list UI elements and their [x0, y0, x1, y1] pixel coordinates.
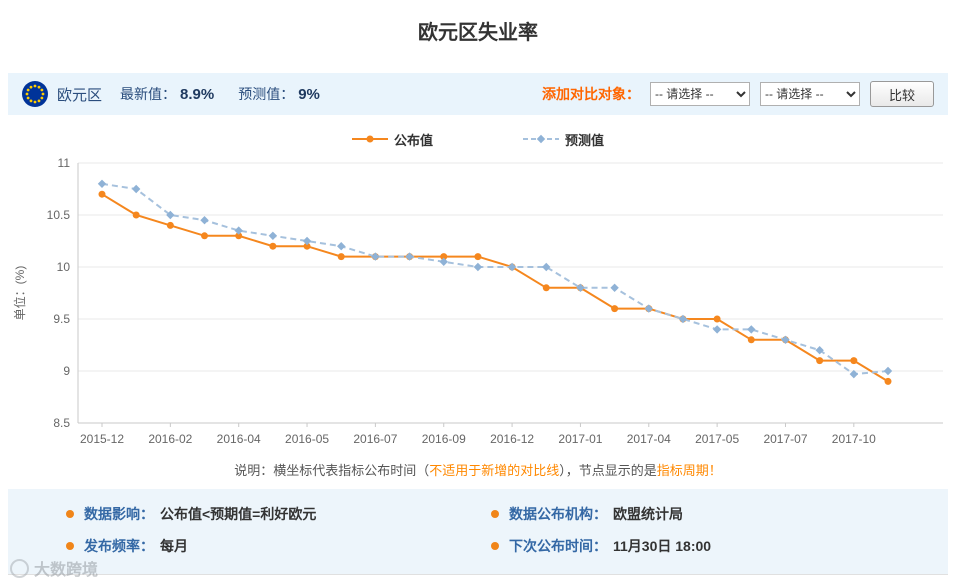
svg-text:10.5: 10.5 [47, 208, 71, 222]
watermark: 大数跨境 [10, 556, 98, 580]
svg-text:2016-02: 2016-02 [148, 432, 192, 446]
header-bar: 欧元区 最新值： 8.9% 预测值： 9% 添加对比对象： -- 请选择 -- --… [8, 73, 948, 115]
forecast-label: 预测值： [238, 86, 295, 102]
info-label: 发布频率： [84, 538, 154, 554]
note-segment-highlight: 不适用于新增的对比线 [429, 463, 560, 478]
latest-label: 最新值： [120, 86, 177, 102]
svg-text:2017-01: 2017-01 [558, 432, 602, 446]
compare-controls: 添加对比对象： -- 请选择 -- -- 请选择 -- 比较 [542, 81, 934, 107]
compare-label: 添加对比对象： [541, 86, 640, 102]
legend-swatch-forecast-icon [523, 134, 559, 144]
info-item-impact: 数据影响： 公布值<预期值=利好欧元 [66, 504, 491, 524]
info-value: 公布值<预期值=利好欧元 [160, 506, 317, 522]
eu-flag-icon [22, 81, 48, 107]
info-value: 每月 [160, 538, 188, 554]
legend-label-published: 公布值 [393, 132, 433, 148]
compare-button[interactable]: 比较 [869, 81, 934, 107]
chart-canvas: 11 10.5 10 9.5 9 8.5 单位：(%) 2015-12 2016-02 2016-… [12, 156, 943, 446]
bullet-icon [66, 510, 74, 518]
bullet-icon [491, 510, 499, 518]
chart-note: 说明：横坐标代表指标公布时间（不适用于新增的对比线），节点显示的是指标周期！ [8, 460, 948, 479]
svg-text:2017-04: 2017-04 [627, 432, 671, 446]
forecast-stat: 预测值： 9% [238, 84, 320, 104]
svg-text:2016-04: 2016-04 [217, 432, 261, 446]
chart-panel: 公布值 预测值 11 10.5 10 9.5 9 8.5 单位：(%) 2015-12 2016… [8, 115, 948, 479]
bullet-icon [66, 542, 74, 550]
note-segment-highlight: 指标周期！ [656, 463, 722, 478]
watermark-logo-icon [10, 558, 29, 578]
region-name: 欧元区 [57, 86, 103, 104]
info-panel: 数据影响： 公布值<预期值=利好欧元 数据公布机构： 欧盟统计局 发布频率： 每… [8, 489, 948, 575]
svg-text:2016-07: 2016-07 [353, 432, 397, 446]
chart-legend: 公布值 预测值 [8, 127, 948, 151]
svg-text:2017-05: 2017-05 [695, 432, 739, 446]
svg-text:单位：(%): 单位：(%) [12, 266, 27, 321]
info-label: 数据影响： [84, 506, 154, 522]
svg-text:2017-07: 2017-07 [763, 432, 807, 446]
info-label: 下次公布时间： [509, 538, 607, 554]
svg-text:2016-09: 2016-09 [422, 432, 466, 446]
latest-stat: 最新值： 8.9% [120, 84, 214, 104]
legend-label-forecast: 预测值 [565, 132, 605, 148]
legend-item-forecast[interactable]: 预测值 [523, 130, 604, 149]
info-label: 数据公布机构： [509, 506, 607, 522]
forecast-value: 9% [298, 86, 320, 103]
svg-text:9.5: 9.5 [53, 312, 70, 326]
info-item-next-release: 下次公布时间： 11月30日 18:00 [491, 536, 948, 556]
svg-text:2015-12: 2015-12 [80, 432, 124, 446]
compare-select-2[interactable]: -- 请选择 -- [759, 82, 860, 106]
svg-text:10: 10 [57, 260, 71, 274]
note-segment: ），节点显示的是 [559, 463, 657, 478]
svg-text:2016-12: 2016-12 [490, 432, 534, 446]
legend-item-published[interactable]: 公布值 [351, 130, 433, 149]
svg-text:9: 9 [63, 364, 70, 378]
bullet-icon [491, 542, 499, 550]
info-value: 欧盟统计局 [613, 506, 683, 522]
info-item-agency: 数据公布机构： 欧盟统计局 [491, 504, 948, 524]
latest-value: 8.9% [180, 86, 215, 103]
info-item-frequency: 发布频率： 每月 [66, 536, 491, 556]
legend-swatch-published-icon [351, 135, 388, 143]
watermark-text: 大数跨境 [34, 562, 99, 579]
svg-text:2017-10: 2017-10 [832, 432, 876, 446]
svg-text:8.5: 8.5 [53, 416, 70, 430]
svg-text:2016-05: 2016-05 [285, 432, 329, 446]
page-title: 欧元区失业率 [418, 22, 538, 44]
info-value: 11月30日 18:00 [613, 538, 712, 554]
note-segment: 说明：横坐标代表指标公布时间（ [234, 463, 430, 478]
svg-text:11: 11 [58, 156, 71, 170]
compare-select-1[interactable]: -- 请选择 -- [649, 82, 750, 106]
